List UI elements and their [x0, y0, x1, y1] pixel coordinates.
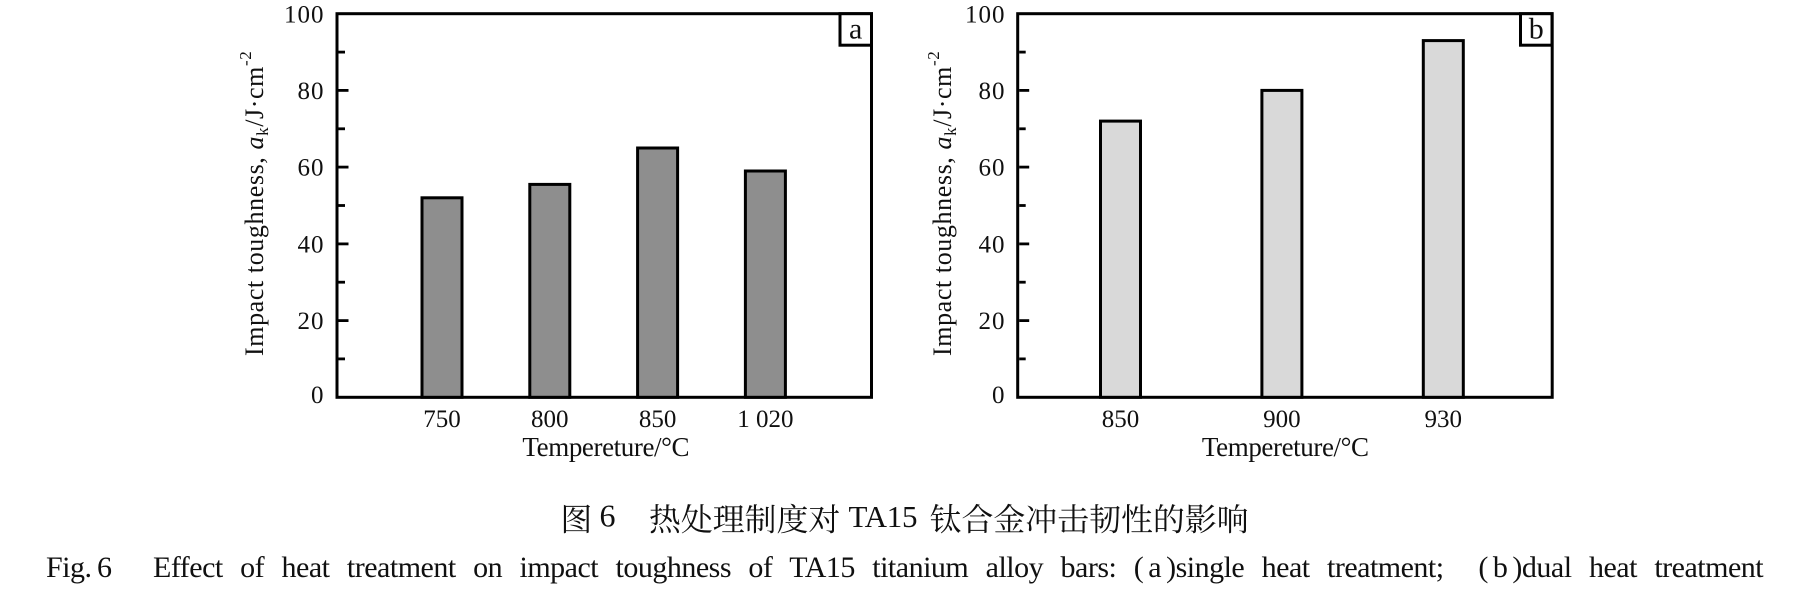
- svg-text:800: 800: [531, 406, 569, 433]
- svg-text:Impact toughness, ak/J·cm-2: Impact toughness, ak/J·cm-2: [924, 51, 960, 356]
- svg-text:20: 20: [979, 308, 1006, 335]
- svg-text:100: 100: [965, 1, 1006, 28]
- svg-text:60: 60: [979, 155, 1006, 182]
- svg-text:850: 850: [639, 406, 677, 433]
- svg-text:930: 930: [1425, 406, 1463, 433]
- svg-text:60: 60: [298, 155, 325, 182]
- svg-text:TA15: TA15: [849, 499, 918, 534]
- svg-text:750: 750: [423, 406, 461, 433]
- svg-text:b: b: [1529, 13, 1544, 46]
- svg-text:6: 6: [600, 497, 616, 533]
- svg-text:80: 80: [979, 78, 1006, 105]
- svg-text:900: 900: [1263, 406, 1301, 433]
- svg-text:40: 40: [298, 232, 325, 259]
- svg-text:40: 40: [979, 232, 1006, 259]
- svg-text:0: 0: [992, 382, 1006, 409]
- svg-text:Tempereture/°C: Tempereture/°C: [1202, 432, 1369, 462]
- svg-text:100: 100: [284, 1, 325, 28]
- svg-text:Impact toughness, ak/J·cm-2: Impact toughness, ak/J·cm-2: [236, 51, 272, 356]
- svg-text:20: 20: [298, 308, 325, 335]
- svg-text:Tempereture/°C: Tempereture/°C: [522, 432, 689, 462]
- svg-text:0: 0: [311, 382, 325, 409]
- svg-text:80: 80: [298, 78, 325, 105]
- svg-text:a: a: [849, 13, 862, 46]
- svg-text:850: 850: [1102, 406, 1140, 433]
- svg-text:1 020: 1 020: [737, 406, 793, 433]
